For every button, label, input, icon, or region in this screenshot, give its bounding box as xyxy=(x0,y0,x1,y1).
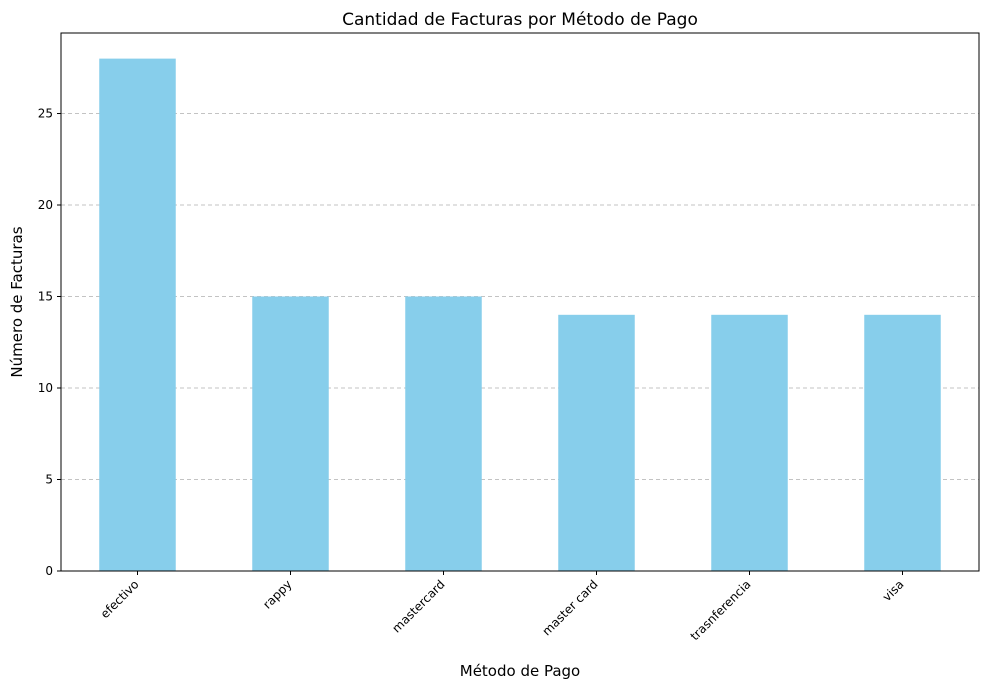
x-tick-label: visa xyxy=(880,577,907,604)
bar-rappy xyxy=(252,296,329,571)
x-tick-label: master card xyxy=(540,577,601,638)
y-tick-label: 15 xyxy=(38,290,53,304)
grid-lines xyxy=(61,113,979,480)
chart-title: Cantidad de Facturas por Método de Pago xyxy=(342,10,698,30)
x-tick-label: rappy xyxy=(260,577,294,611)
bar-master-card xyxy=(558,314,635,571)
y-tick-label: 0 xyxy=(45,564,53,578)
x-axis-ticks: efectivo rappy mastercard master card trasnf… xyxy=(98,571,907,643)
x-axis-label: Método de Pago xyxy=(460,662,580,680)
y-tick-label: 10 xyxy=(38,381,53,395)
x-tick-label: trasnferencia xyxy=(688,577,754,643)
y-tick-label: 25 xyxy=(38,107,53,121)
bar-mastercard xyxy=(405,296,482,571)
x-tick-label: mastercard xyxy=(389,577,447,635)
bar-trasnferencia xyxy=(711,314,788,571)
bar-visa xyxy=(864,314,941,571)
bars xyxy=(99,58,941,572)
y-axis-label: Número de Facturas xyxy=(8,226,26,377)
x-tick-label: efectivo xyxy=(98,577,142,621)
plot-frame xyxy=(60,32,980,572)
y-axis-ticks: 0 5 10 15 20 25 xyxy=(38,107,61,578)
y-tick-label: 20 xyxy=(38,198,53,212)
bar-efectivo xyxy=(99,58,176,572)
y-tick-label: 5 xyxy=(45,473,53,487)
